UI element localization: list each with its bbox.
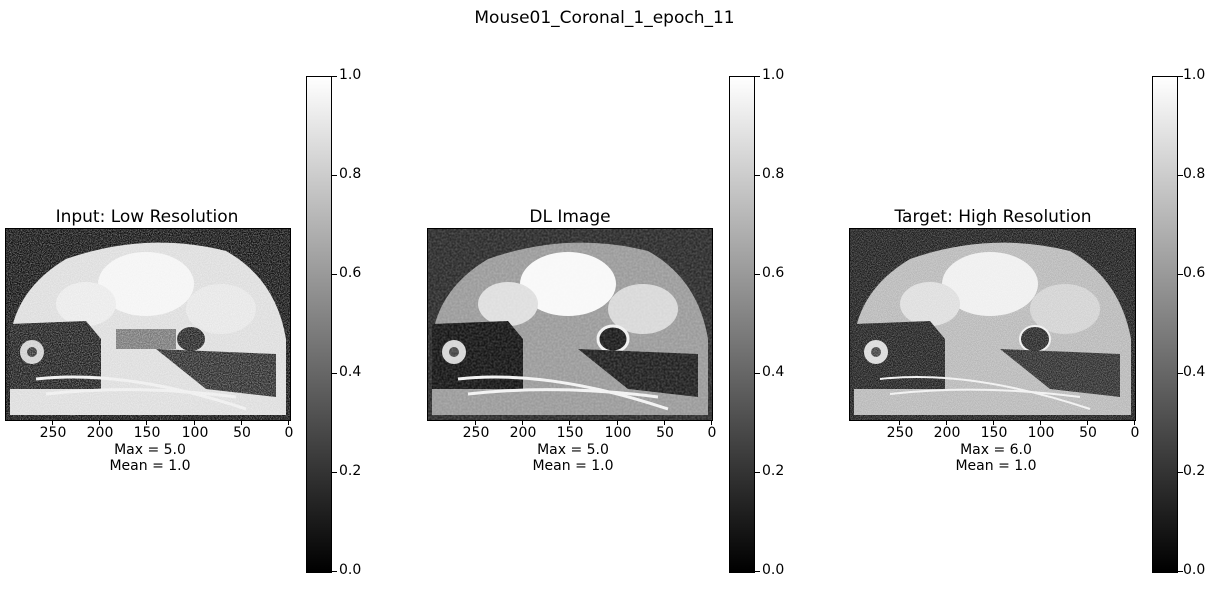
colorbar-tick: [1178, 472, 1183, 473]
colorbar-label: 0.4: [1183, 364, 1206, 380]
x-tick: [1087, 420, 1088, 425]
x-tick: [664, 420, 665, 425]
stat-max: Max = 5.0: [114, 442, 186, 458]
x-tick: [1134, 420, 1135, 425]
colorbar-tick: [755, 373, 760, 374]
x-tick: [946, 420, 947, 425]
x-tick: [899, 420, 900, 425]
x-tick-label: 100: [604, 425, 632, 441]
x-tick-label: 0: [284, 425, 294, 441]
x-tick: [522, 420, 523, 425]
colorbar-label: 0.6: [339, 265, 362, 281]
x-tick: [99, 420, 100, 425]
x-tick-label: 100: [181, 425, 209, 441]
x-tick-label: 50: [1079, 425, 1097, 441]
colorbar-tick: [755, 472, 760, 473]
figure-title: Mouse01_Coronal_1_epoch_11: [474, 8, 735, 28]
colorbar-label: 0.8: [339, 166, 362, 182]
colorbar-tick: [1178, 175, 1183, 176]
stat-max: Max = 5.0: [537, 442, 609, 458]
x-tick: [241, 420, 242, 425]
x-tick: [146, 420, 147, 425]
x-tick: [194, 420, 195, 425]
colorbar-tick: [755, 76, 760, 77]
colorbar-tick: [332, 571, 337, 572]
colorbar-label: 0.4: [339, 364, 362, 380]
x-tick-label: 200: [933, 425, 961, 441]
x-tick-label: 250: [462, 425, 490, 441]
colorbar-label: 0.8: [1183, 166, 1206, 182]
colorbar-tick: [332, 76, 337, 77]
x-tick-label: 0: [1130, 425, 1140, 441]
colorbar: [1152, 76, 1178, 573]
colorbar-label: 0.2: [1183, 463, 1206, 479]
colorbar-label: 1.0: [1183, 67, 1206, 83]
x-tick-label: 50: [656, 425, 674, 441]
stat-mean: Mean = 1.0: [109, 458, 191, 474]
x-tick-label: 150: [556, 425, 584, 441]
x-tick: [52, 420, 53, 425]
x-tick-label: 150: [133, 425, 161, 441]
colorbar-label: 0.2: [339, 463, 362, 479]
mri-image-input: [5, 228, 291, 421]
x-tick: [1040, 420, 1041, 425]
stat-max: Max = 6.0: [960, 442, 1032, 458]
colorbar-tick: [1178, 571, 1183, 572]
x-tick-label: 250: [886, 425, 914, 441]
colorbar-label: 1.0: [339, 67, 362, 83]
colorbar-label: 1.0: [762, 67, 785, 83]
x-tick-label: 200: [86, 425, 114, 441]
colorbar-label: 0.8: [762, 166, 785, 182]
colorbar-tick: [755, 571, 760, 572]
x-tick-label: 50: [233, 425, 251, 441]
colorbar-tick: [1178, 373, 1183, 374]
mri-image-target: [849, 228, 1136, 421]
stat-mean: Mean = 1.0: [955, 458, 1037, 474]
stat-mean: Mean = 1.0: [532, 458, 614, 474]
x-tick-label: 100: [1027, 425, 1055, 441]
x-tick-label: 200: [509, 425, 537, 441]
panel-title-target: Target: High Resolution: [894, 207, 1092, 227]
colorbar-tick: [332, 274, 337, 275]
colorbar-tick: [332, 175, 337, 176]
x-tick-label: 0: [707, 425, 717, 441]
colorbar-label: 0.6: [1183, 265, 1206, 281]
colorbar-tick: [1178, 76, 1183, 77]
x-tick-label: 150: [980, 425, 1008, 441]
colorbar-tick: [1178, 274, 1183, 275]
x-tick: [617, 420, 618, 425]
colorbar-label: 0.6: [762, 265, 785, 281]
colorbar: [306, 76, 332, 573]
panel-title-input: Input: Low Resolution: [55, 207, 239, 227]
x-tick-label: 250: [39, 425, 67, 441]
x-tick: [993, 420, 994, 425]
colorbar-tick: [755, 175, 760, 176]
colorbar-tick: [755, 274, 760, 275]
x-tick: [288, 420, 289, 425]
panel-title-dl: DL Image: [529, 207, 611, 227]
colorbar-tick: [332, 472, 337, 473]
x-tick: [475, 420, 476, 425]
mri-image-dl: [427, 228, 713, 421]
colorbar-label: 0.0: [762, 562, 785, 578]
colorbar-label: 0.0: [339, 562, 362, 578]
colorbar-tick: [332, 373, 337, 374]
colorbar-label: 0.0: [1183, 562, 1206, 578]
colorbar-label: 0.2: [762, 463, 785, 479]
x-tick: [711, 420, 712, 425]
colorbar: [729, 76, 755, 573]
x-tick: [569, 420, 570, 425]
colorbar-label: 0.4: [762, 364, 785, 380]
